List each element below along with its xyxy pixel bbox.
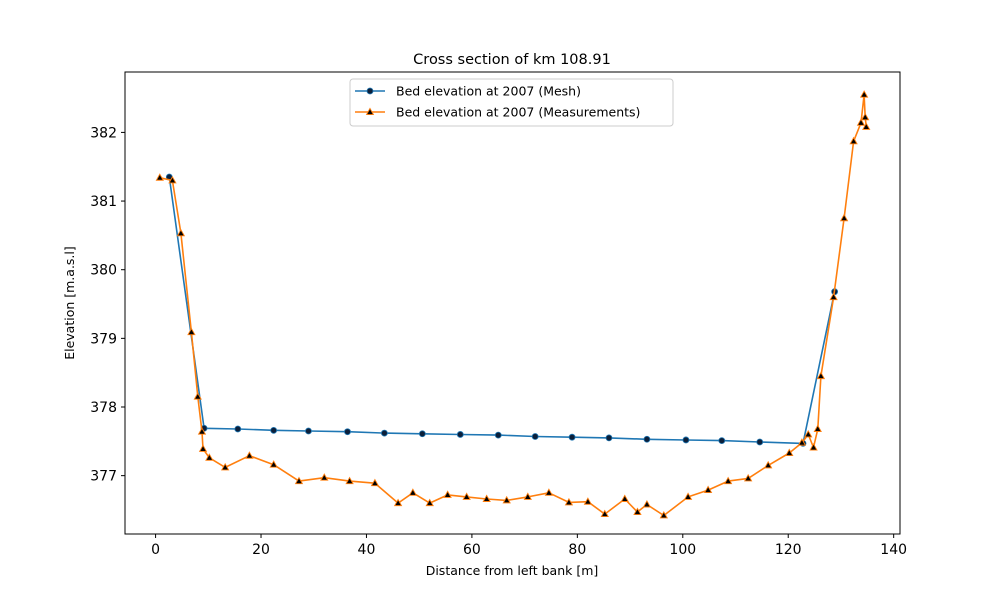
- y-tick-label: 379: [90, 331, 117, 347]
- data-point: [816, 371, 826, 380]
- data-point: [785, 448, 794, 456]
- data-point: [482, 494, 491, 502]
- data-point: [494, 431, 502, 439]
- legend-label: Bed elevation at 2007 (Mesh): [396, 84, 581, 99]
- data-point: [187, 327, 196, 336]
- data-point: [764, 460, 773, 469]
- data-point: [620, 494, 629, 502]
- data-point: [176, 228, 186, 237]
- plot-series: [155, 90, 871, 519]
- y-tick-label: 377: [90, 469, 117, 485]
- data-point: [839, 213, 849, 222]
- data-point: [568, 433, 576, 441]
- data-point: [205, 453, 214, 461]
- data-point: [380, 429, 388, 437]
- x-axis: 0 20 40 60 80 100 120 140: [151, 534, 907, 558]
- data-point: [370, 478, 380, 487]
- y-axis: 377 378 379 380 381 382: [90, 125, 125, 485]
- data-point: [564, 497, 574, 506]
- data-point: [718, 437, 726, 445]
- data-point: [544, 488, 554, 496]
- series-line: [168, 176, 836, 445]
- data-point: [502, 495, 511, 504]
- legend-entry: Bed elevation at 2007 (Mesh): [355, 84, 581, 99]
- data-point: [523, 492, 532, 500]
- data-point: [344, 428, 351, 436]
- data-point: [345, 476, 354, 485]
- y-tick-label: 378: [90, 400, 117, 416]
- data-point: [320, 473, 329, 481]
- data-point: [600, 509, 609, 518]
- series-line: [159, 93, 868, 517]
- data-point: [861, 112, 870, 121]
- legend-entry: Bed elevation at 2007 (Measurements): [355, 105, 640, 120]
- data-point: [270, 426, 278, 434]
- x-tick-label: 20: [252, 542, 270, 558]
- y-tick-label: 380: [90, 263, 117, 279]
- x-tick-label: 100: [669, 542, 696, 558]
- legend-box: [349, 78, 674, 127]
- data-point: [531, 433, 539, 440]
- series-1: [165, 173, 839, 447]
- data-point: [642, 499, 652, 508]
- chart-title: Cross section of km 108.91: [413, 52, 611, 68]
- series-2: [155, 90, 871, 519]
- data-point: [829, 292, 838, 301]
- plot-frame: [124, 71, 901, 535]
- data-point: [408, 488, 418, 496]
- legend: Bed elevation at 2007 (Mesh) Bed elevatio…: [349, 78, 674, 127]
- data-point: [703, 485, 713, 494]
- data-point: [456, 431, 464, 438]
- data-point: [425, 498, 434, 507]
- data-point: [809, 442, 818, 451]
- data-point: [193, 392, 202, 400]
- data-point: [220, 462, 230, 471]
- data-point: [294, 476, 304, 485]
- data-point: [804, 429, 813, 438]
- data-point: [682, 436, 690, 444]
- data-point: [197, 427, 207, 435]
- x-tick-label: 120: [775, 542, 802, 558]
- y-tick-label: 381: [90, 194, 117, 210]
- x-axis-label: Distance from left bank [m]: [426, 563, 599, 578]
- data-point: [269, 460, 278, 468]
- data-point: [633, 507, 642, 516]
- data-point: [155, 173, 164, 181]
- data-point: [756, 438, 764, 446]
- data-point: [234, 425, 242, 433]
- data-point: [583, 497, 593, 505]
- data-point: [418, 430, 426, 438]
- data-point: [856, 118, 866, 126]
- data-point: [683, 492, 693, 500]
- data-point: [743, 473, 753, 482]
- data-point: [849, 136, 858, 145]
- x-tick-label: 0: [151, 542, 160, 558]
- data-point: [862, 122, 871, 130]
- x-tick-label: 140: [880, 542, 907, 558]
- data-point: [198, 444, 208, 452]
- x-tick-label: 80: [568, 542, 586, 558]
- data-point: [605, 434, 613, 442]
- data-point: [723, 476, 733, 485]
- data-point: [859, 90, 869, 98]
- data-point: [305, 427, 312, 435]
- x-tick-label: 40: [358, 542, 376, 558]
- data-point: [245, 451, 254, 459]
- data-point: [643, 435, 651, 443]
- legend-label: Bed elevation at 2007 (Measurements): [396, 105, 640, 120]
- legend-marker: [366, 87, 374, 95]
- data-point: [168, 175, 177, 184]
- data-point: [797, 438, 807, 446]
- data-point: [659, 510, 668, 519]
- y-tick-label: 382: [90, 125, 117, 141]
- legend-marker: [365, 107, 375, 115]
- y-axis-label: Elevation [m.a.s.l]: [62, 246, 77, 360]
- data-point: [443, 490, 452, 498]
- data-point: [462, 492, 471, 500]
- data-point: [813, 424, 822, 432]
- data-point: [393, 498, 403, 507]
- x-tick-label: 60: [463, 542, 481, 558]
